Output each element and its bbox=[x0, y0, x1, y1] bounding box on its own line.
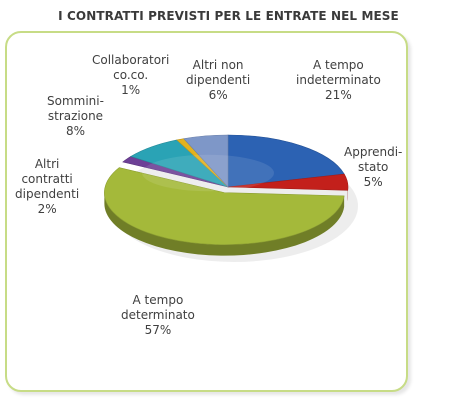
slice-label-determinato: A tempo determinato 57% bbox=[121, 293, 195, 337]
pie-slice bbox=[183, 134, 229, 188]
slice-label-apprendistato: Apprendi- stato 5% bbox=[344, 145, 403, 189]
slice-label-altri-contratti: Altri contratti dipendenti 2% bbox=[15, 157, 80, 216]
pie-highlight bbox=[142, 154, 274, 192]
slice-label-collaboratori: Collaboratori co.co. 1% bbox=[92, 53, 170, 97]
pie-slice bbox=[227, 134, 345, 188]
pie-slice bbox=[227, 173, 349, 191]
chart-title: I CONTRATTI PREVISTI PER LE ENTRATE NEL … bbox=[58, 9, 399, 23]
pie-slice bbox=[104, 167, 345, 245]
pie-slice-side bbox=[104, 192, 345, 256]
slice-label-somministrazione: Sommini- strazione 8% bbox=[47, 94, 104, 138]
slice-label-indeterminato: A tempo indeterminato 21% bbox=[296, 58, 381, 102]
slice-label-altri-non-dipendenti: Altri non dipendenti 6% bbox=[186, 58, 251, 102]
